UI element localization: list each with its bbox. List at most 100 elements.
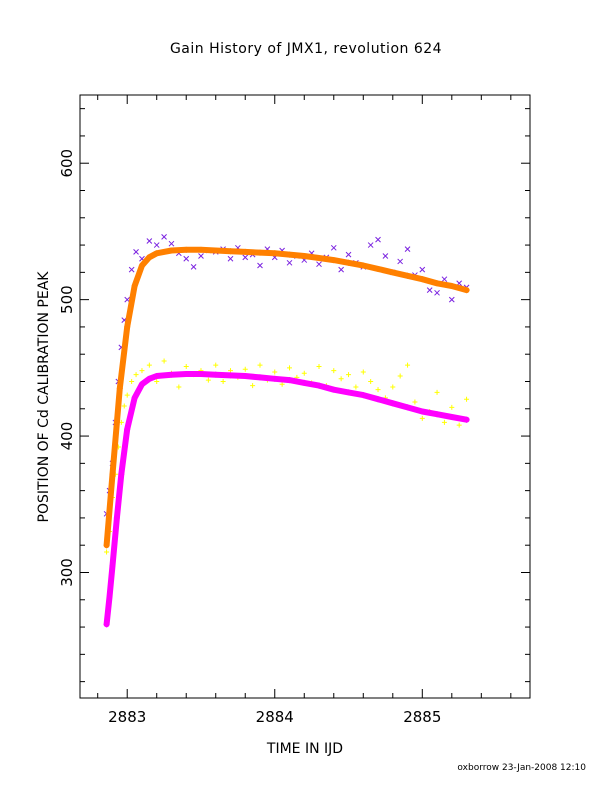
data-point: [205, 377, 211, 383]
y-tick-label: 600: [58, 149, 76, 178]
y-tick-label: 300: [58, 558, 76, 587]
data-point: [161, 358, 167, 364]
x-tick-label: 2883: [108, 708, 146, 726]
data-point: [109, 471, 116, 478]
data-point: [213, 362, 219, 368]
data-point: [412, 399, 418, 405]
data-point: [287, 365, 293, 371]
data-point: [271, 250, 278, 257]
data-point: [131, 394, 138, 401]
x-axis-label: TIME IN IJD: [266, 741, 343, 757]
series-3: [103, 246, 470, 549]
data-point: [124, 426, 131, 433]
data-point: [242, 366, 248, 372]
data-point: [227, 372, 234, 379]
data-point: [463, 287, 470, 294]
data-point: [257, 262, 263, 269]
y-axis-ticks: 300 400 500 600: [58, 108, 530, 683]
data-point: [405, 362, 411, 368]
plot-frame: [79, 94, 531, 699]
data-point: [345, 251, 352, 258]
data-point: [168, 247, 175, 254]
data-point: [257, 362, 263, 368]
data-point: [419, 276, 426, 283]
data-point: [242, 254, 249, 261]
data-point: [227, 255, 234, 262]
data-point: [448, 296, 455, 303]
data-point: [338, 376, 344, 382]
data-point: [103, 621, 110, 628]
data-point: [131, 282, 138, 289]
footer-credit: oxborrow 23-Jan-2008 12:10: [457, 763, 586, 773]
data-point: [106, 594, 113, 601]
data-point: [116, 385, 123, 392]
data-point: [212, 247, 219, 254]
data-point: [330, 386, 337, 393]
data-point: [190, 264, 197, 270]
x-axis-ticks: 2883 2884 2885: [97, 95, 512, 726]
data-point: [153, 242, 160, 248]
data-point: [257, 249, 263, 256]
data-point: [360, 392, 367, 399]
data-point: [434, 289, 440, 296]
data-point: [220, 378, 226, 384]
data-point: [441, 276, 448, 283]
data-point: [316, 261, 322, 268]
data-point: [389, 269, 396, 276]
data-point: [279, 381, 285, 387]
data-point: [419, 266, 426, 273]
data-point: [397, 258, 404, 265]
data-point: [168, 371, 175, 378]
data-point: [133, 372, 139, 378]
data-point: [121, 403, 127, 409]
data-point: [183, 363, 189, 369]
data-point: [375, 236, 381, 243]
data-point: [316, 363, 322, 369]
fit-line: [103, 246, 470, 549]
data-point: [375, 387, 381, 393]
data-point: [448, 282, 455, 289]
data-point: [109, 562, 116, 569]
data-point: [146, 254, 153, 261]
data-point: [242, 248, 249, 255]
data-point: [353, 384, 359, 390]
data-point: [390, 384, 396, 390]
data-point: [168, 240, 175, 247]
data-point: [397, 373, 403, 379]
y-tick-label: 500: [58, 285, 76, 314]
chart-title: Gain History of JMX1, revolution 624: [170, 41, 442, 57]
x-tick-label: 2884: [256, 708, 294, 726]
data-point: [404, 404, 411, 411]
series-4: [103, 370, 470, 628]
data-point: [345, 389, 352, 396]
data-point: [449, 404, 455, 410]
data-point: [464, 396, 470, 402]
data-point: [360, 369, 366, 375]
data-point: [161, 234, 167, 240]
data-point: [316, 382, 323, 389]
data-point: [113, 514, 120, 521]
data-point: [227, 368, 233, 374]
data-point: [124, 392, 130, 398]
data-point: [183, 246, 190, 253]
data-point: [272, 369, 278, 375]
y-tick-label: 400: [58, 422, 76, 451]
data-point: [212, 371, 219, 378]
data-point: [198, 253, 204, 259]
data-point: [197, 370, 204, 377]
data-point: [138, 381, 145, 388]
data-point: [463, 416, 470, 423]
data-point: [176, 384, 182, 390]
data-point: [250, 383, 256, 389]
x-tick-label: 2885: [403, 708, 441, 726]
data-point: [404, 246, 411, 253]
data-point: [441, 419, 447, 425]
data-point: [346, 372, 352, 378]
series-2: [104, 358, 470, 555]
data-point: [434, 280, 441, 287]
data-point: [331, 368, 337, 374]
data-point: [104, 549, 110, 555]
data-point: [360, 262, 367, 269]
data-point: [103, 542, 110, 549]
